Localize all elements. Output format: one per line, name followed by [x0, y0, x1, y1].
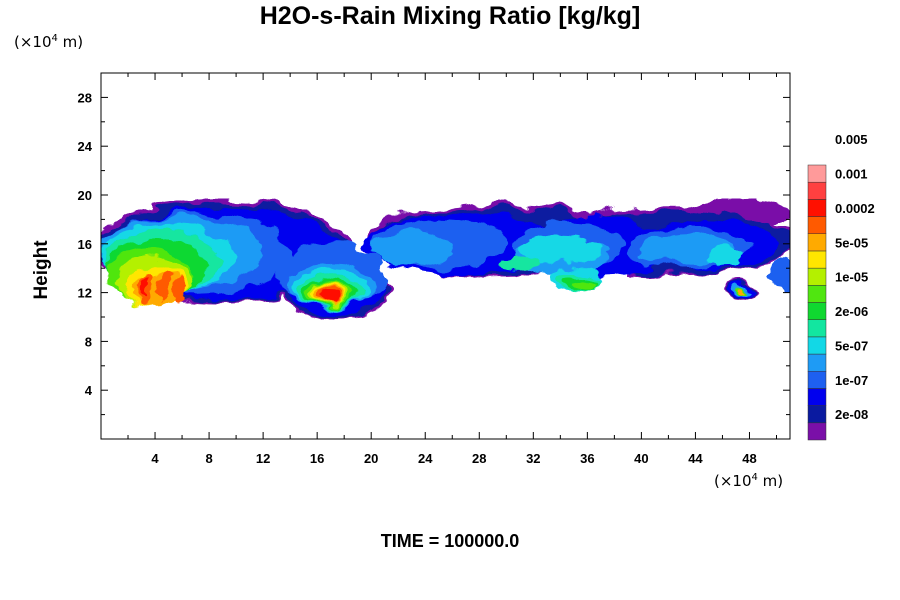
- x-tick-label: 12: [256, 451, 270, 466]
- colorbar-label: 2e-06: [835, 304, 868, 319]
- rain-contour: [499, 254, 541, 270]
- x-tick-label: 28: [472, 451, 486, 466]
- x-tick-label: 16: [310, 451, 324, 466]
- y-tick-label: 20: [78, 188, 92, 203]
- rain-contour: [702, 246, 743, 266]
- colorbar-label: 0.005: [835, 132, 868, 147]
- x-tick-label: 40: [634, 451, 648, 466]
- colorbar-swatch: [807, 285, 827, 303]
- plot-frame: [100, 72, 791, 440]
- y-tick-label: 12: [78, 286, 92, 301]
- rain-field: [101, 198, 790, 321]
- colorbar-label: 1e-07: [835, 373, 868, 388]
- colorbar-swatch: [807, 250, 827, 269]
- colorbar-label: 2e-08: [835, 407, 868, 422]
- colorbar-swatch: [807, 319, 827, 338]
- y-axis: 4 8 12 16 20 24 28: [78, 90, 790, 416]
- chart-title: H2O-s-Rain Mixing Ratio [kg/kg]: [259, 2, 641, 30]
- y-tick-label: 24: [78, 139, 93, 154]
- rain-contour: [157, 273, 170, 303]
- colorbar-label: 0.0002: [835, 201, 875, 216]
- colorbar-swatch: [807, 233, 827, 252]
- y-tick-label: 8: [85, 334, 92, 349]
- colorbar-swatch: [807, 353, 827, 372]
- x-tick-label: 44: [688, 451, 703, 466]
- y-tick-label: 28: [78, 90, 92, 105]
- rain-contour: [735, 288, 745, 292]
- colorbar-swatch: [807, 388, 827, 406]
- colorbar-swatch: [807, 371, 827, 389]
- x-tick-label: 32: [526, 451, 540, 466]
- colorbar-swatch: [807, 199, 827, 217]
- x-axis: 4 8 12 16 20 24 28 32 36 40 44 48: [127, 73, 777, 466]
- rain-contour: [140, 274, 148, 297]
- colorbar-label: 5e-07: [835, 338, 868, 353]
- rain-contour: [769, 258, 790, 291]
- colorbar-swatch: [807, 336, 827, 355]
- rain-contour: [322, 289, 339, 301]
- time-label: TIME = 100000.0: [380, 531, 520, 551]
- x-tick-label: 8: [205, 451, 212, 466]
- colorbar-label: 1e-05: [835, 270, 868, 285]
- colorbar-swatch: [807, 181, 827, 200]
- y-tick-label: 4: [85, 383, 93, 398]
- colorbar-swatch: [807, 302, 827, 320]
- colorbar-swatch: [807, 267, 827, 286]
- x-tick-label: 4: [151, 451, 159, 466]
- colorbar-swatch: [807, 405, 827, 424]
- colorbar-label: 5e-05: [835, 235, 868, 250]
- x-tick-label: 48: [742, 451, 756, 466]
- y-tick-label: 16: [78, 237, 92, 252]
- colorbar-label: 0.001: [835, 167, 868, 182]
- colorbar: 2e-08 1e-07 5e-07 2e-06 1e-05 5e-05 0.0002 0.00…: [807, 132, 875, 441]
- x-tick-label: 20: [364, 451, 378, 466]
- colorbar-swatch: [807, 216, 827, 234]
- x-tick-label: 24: [418, 451, 433, 466]
- y-axis-unit: (×104 m): [14, 33, 84, 51]
- rain-contour: [172, 277, 184, 303]
- colorbar-swatch: [807, 422, 827, 441]
- colorbar-swatch: [807, 164, 827, 183]
- rain-contour: [371, 231, 453, 266]
- x-tick-label: 36: [580, 451, 594, 466]
- rain-contour: [519, 235, 601, 265]
- x-axis-unit: (×104 m): [714, 472, 784, 490]
- rain-contour: [571, 279, 596, 292]
